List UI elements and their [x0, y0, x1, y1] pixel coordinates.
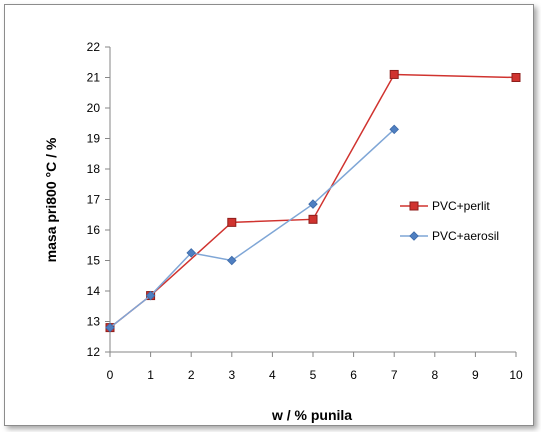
- y-tick-label: 21: [87, 71, 101, 85]
- x-tick-label: 3: [228, 368, 235, 382]
- series: [105, 69, 521, 333]
- chart-frame: [4, 4, 534, 426]
- y-tick-label: 18: [87, 162, 101, 176]
- x-tick-label: 7: [391, 368, 398, 382]
- data-point: [389, 69, 399, 79]
- y-tick-label: 17: [87, 193, 101, 207]
- x-tick-label: 6: [350, 368, 357, 382]
- data-point: [186, 248, 196, 258]
- series-line: [109, 128, 395, 329]
- x-tick-label: 4: [269, 368, 276, 382]
- series-1: [105, 124, 399, 333]
- data-point: [308, 214, 318, 224]
- y-tick-label: 19: [87, 132, 101, 146]
- legend: PVC+perlit PVC+aerosil: [400, 199, 499, 243]
- data-point: [511, 73, 521, 82]
- y-axis-label: masa pri800 °C / %: [43, 137, 59, 262]
- data-point: [308, 199, 318, 209]
- x-tick-label: 0: [107, 368, 114, 382]
- y-tick-label: 13: [87, 315, 101, 329]
- legend-entry: PVC+aerosil: [400, 229, 499, 243]
- x-axis-label: w / % punila: [271, 407, 352, 423]
- legend-label: PVC+perlit: [432, 199, 490, 213]
- legend-marker: [409, 201, 419, 211]
- data-point: [105, 322, 115, 333]
- y-tick-label: 20: [87, 101, 101, 115]
- x-ticks: 0 1 2 3 4 5 6 7 8 9 10: [107, 352, 523, 382]
- data-point: [227, 217, 237, 227]
- y-tick-label: 15: [87, 254, 101, 268]
- y-tick-label: 12: [87, 345, 101, 359]
- data-point: [227, 255, 237, 266]
- x-tick-label: 2: [188, 368, 195, 382]
- legend-marker: [409, 231, 419, 241]
- y-tick-label: 22: [87, 40, 101, 54]
- data-point: [389, 124, 399, 135]
- y-ticks: 12 13 14 15 16 17 18 19 20 21 22: [87, 40, 110, 359]
- x-tick-label: 5: [310, 368, 317, 382]
- x-tick-label: 9: [472, 368, 479, 382]
- x-tick-label: 10: [509, 368, 523, 382]
- y-tick-label: 14: [87, 284, 101, 298]
- y-tick-label: 16: [87, 223, 101, 237]
- legend-entry: PVC+perlit: [400, 199, 490, 213]
- x-tick-label: 1: [147, 368, 154, 382]
- legend-label: PVC+aerosil: [432, 229, 499, 243]
- data-point: [145, 290, 156, 301]
- x-tick-label: 8: [431, 368, 438, 382]
